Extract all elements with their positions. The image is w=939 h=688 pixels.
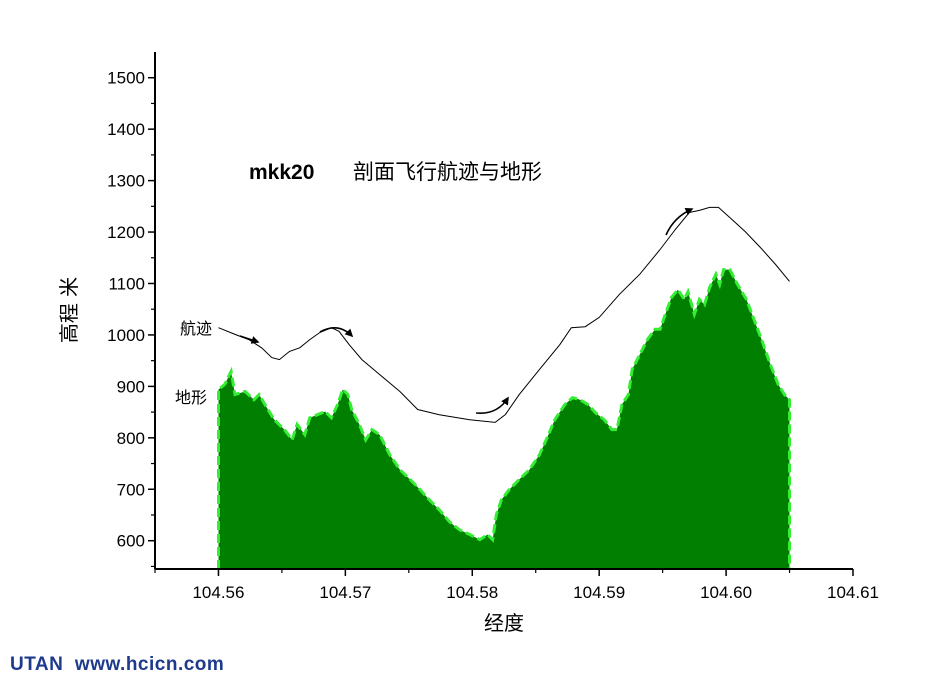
y-tick-label: 700	[117, 480, 145, 499]
chart-title: 剖面飞行航迹与地形	[353, 160, 542, 184]
y-tick-label: 1500	[107, 69, 145, 88]
y-tick-label: 600	[117, 532, 145, 551]
y-axis-label: 高程 米	[57, 277, 81, 343]
y-tick-label: 1300	[107, 172, 145, 191]
x-tick-label: 104.61	[827, 583, 879, 602]
direction-arrow-icon	[319, 327, 354, 338]
x-axis-label: 经度	[484, 611, 524, 635]
direction-arrow-icon	[475, 396, 509, 415]
x-tick-label: 104.59	[573, 583, 625, 602]
y-tick-label: 1100	[108, 274, 145, 293]
terrain-area-series	[217, 268, 791, 569]
y-tick-label: 1000	[107, 326, 145, 345]
y-tick-label: 900	[117, 377, 145, 396]
x-tick-label: 104.56	[192, 583, 244, 602]
footer-watermark: UTAN www.hcicn.com	[10, 654, 225, 675]
x-tick-label: 104.57	[319, 583, 371, 602]
direction-arrow-icon	[239, 335, 260, 344]
track-label: 航迹	[180, 319, 212, 338]
track-line-series	[218, 206, 790, 423]
axes: 600 700 800 900 1000 1100 1200 1300 1400 1500 104.…	[107, 52, 879, 602]
terrain-fill	[218, 269, 790, 569]
y-tick-label: 1200	[107, 223, 145, 242]
x-tick-label: 104.60	[700, 583, 752, 602]
terrain-label: 地形	[175, 388, 207, 407]
y-tick-label: 1400	[107, 120, 145, 139]
track-line	[218, 206, 790, 423]
terrain-outline	[217, 268, 791, 569]
direction-arrow-icon	[665, 207, 694, 236]
y-tick-label: 800	[117, 429, 145, 448]
chart-title-bold: mkk20	[249, 161, 314, 184]
direction-arrows	[239, 207, 694, 415]
x-tick-label: 104.58	[446, 583, 498, 602]
